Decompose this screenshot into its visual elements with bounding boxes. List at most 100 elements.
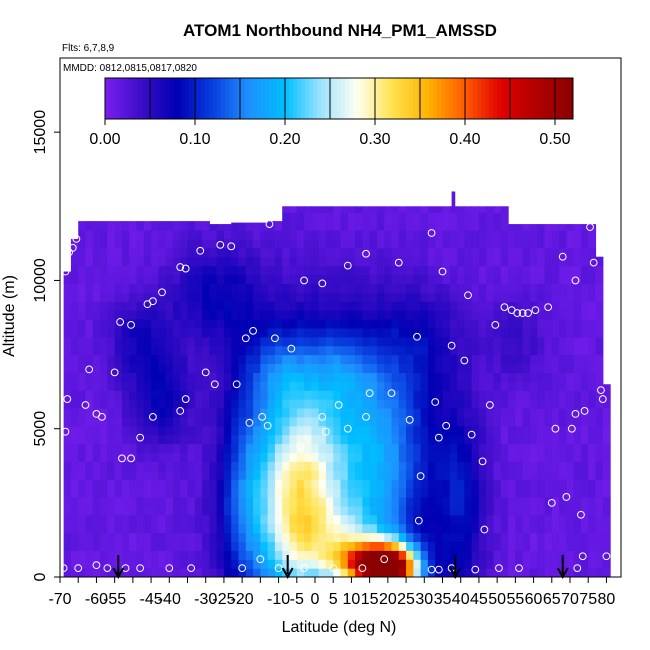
heat-cell <box>333 434 342 445</box>
heat-cell <box>420 425 429 436</box>
heat-cell <box>551 559 560 569</box>
heat-cell <box>486 496 495 507</box>
heat-cell <box>559 318 567 329</box>
heat-cell <box>63 470 72 480</box>
heat-cell <box>129 318 138 329</box>
heat-cell <box>369 336 378 347</box>
heat-cell <box>340 568 349 577</box>
heat-cell <box>223 318 232 329</box>
heat-cell <box>282 559 291 569</box>
heat-cell <box>457 238 465 249</box>
heat-cell <box>165 399 174 409</box>
colorbar-strip <box>105 78 110 119</box>
heat-cell <box>194 318 203 329</box>
heat-cell <box>100 301 108 311</box>
heat-cell <box>464 354 473 365</box>
heat-cell <box>245 256 254 267</box>
heat-cell <box>566 523 575 534</box>
heat-cell <box>500 532 509 543</box>
heat-cell <box>238 407 247 418</box>
heat-cell <box>267 372 276 382</box>
sample-point <box>116 318 125 326</box>
heat-cell <box>165 238 174 249</box>
heat-cell <box>493 541 502 551</box>
heat-cell <box>121 221 130 231</box>
heat-cell <box>143 274 152 284</box>
heat-cell <box>180 568 189 577</box>
heat-cell <box>384 399 393 409</box>
heat-cell <box>508 363 516 373</box>
heat-cell <box>471 532 480 543</box>
heat-cell <box>194 461 203 471</box>
heat-cell <box>289 550 298 560</box>
heat-cell <box>478 559 487 569</box>
heat-cell <box>304 372 312 382</box>
heat-cell <box>187 310 196 320</box>
heat-cell <box>369 523 378 534</box>
heat-cell <box>92 559 101 569</box>
sample-point <box>92 561 101 570</box>
heat-cell <box>551 568 560 577</box>
heat-cell <box>165 514 174 525</box>
heat-cell <box>165 372 174 382</box>
heat-cell <box>114 505 123 516</box>
heat-cell <box>274 399 283 409</box>
heat-cell <box>114 425 123 436</box>
heat-cell <box>136 452 145 462</box>
heat-cell <box>340 443 349 454</box>
heat-cell <box>522 488 531 498</box>
heat-cell <box>311 381 320 391</box>
heat-cell <box>165 221 174 231</box>
heat-cell <box>376 221 385 231</box>
heat-cell <box>427 247 436 258</box>
heat-cell <box>136 318 145 329</box>
heat-cell <box>100 470 108 480</box>
heat-cell <box>70 568 79 577</box>
heat-cell <box>340 256 349 267</box>
heat-cell <box>471 505 480 516</box>
heat-cell <box>311 496 320 507</box>
heat-cell <box>449 523 458 534</box>
heat-cell <box>471 238 480 249</box>
colorbar-strip <box>465 78 470 119</box>
colorbar-strip <box>149 78 154 119</box>
heat-cell <box>384 221 393 231</box>
heat-cell <box>304 354 312 365</box>
sample-point <box>300 276 308 285</box>
heat-cell <box>588 470 597 480</box>
heat-cell <box>100 532 108 543</box>
sample-point <box>238 564 247 572</box>
heat-cell <box>274 452 283 462</box>
heat-cell <box>573 443 582 454</box>
heat-cell <box>384 559 393 569</box>
heat-cell <box>223 443 232 454</box>
heat-cell <box>202 416 210 427</box>
heat-cell <box>304 247 312 258</box>
heat-cell <box>478 523 487 534</box>
heat-cell <box>143 221 152 231</box>
heat-cell <box>573 488 582 498</box>
heat-cell <box>209 434 218 445</box>
heat-cell <box>522 327 531 338</box>
heat-cell <box>238 541 247 551</box>
heat-cell <box>333 399 342 409</box>
heat-cell <box>209 479 218 489</box>
heat-cell <box>172 505 181 516</box>
heat-cell <box>223 488 232 498</box>
heat-cell <box>500 265 509 276</box>
heat-cell <box>420 256 429 267</box>
heat-cell <box>136 221 145 231</box>
heat-cell <box>362 425 371 436</box>
heat-cell <box>544 452 553 462</box>
heat-cell <box>420 274 429 284</box>
heat-cell <box>223 224 232 231</box>
heat-cell <box>449 354 458 365</box>
heat-cell <box>202 247 210 258</box>
heat-cell <box>457 461 465 471</box>
heat-cell <box>85 496 94 507</box>
sample-point <box>442 421 451 430</box>
heat-cell <box>311 212 320 222</box>
heat-cell <box>70 514 79 525</box>
heat-cell <box>435 523 444 534</box>
